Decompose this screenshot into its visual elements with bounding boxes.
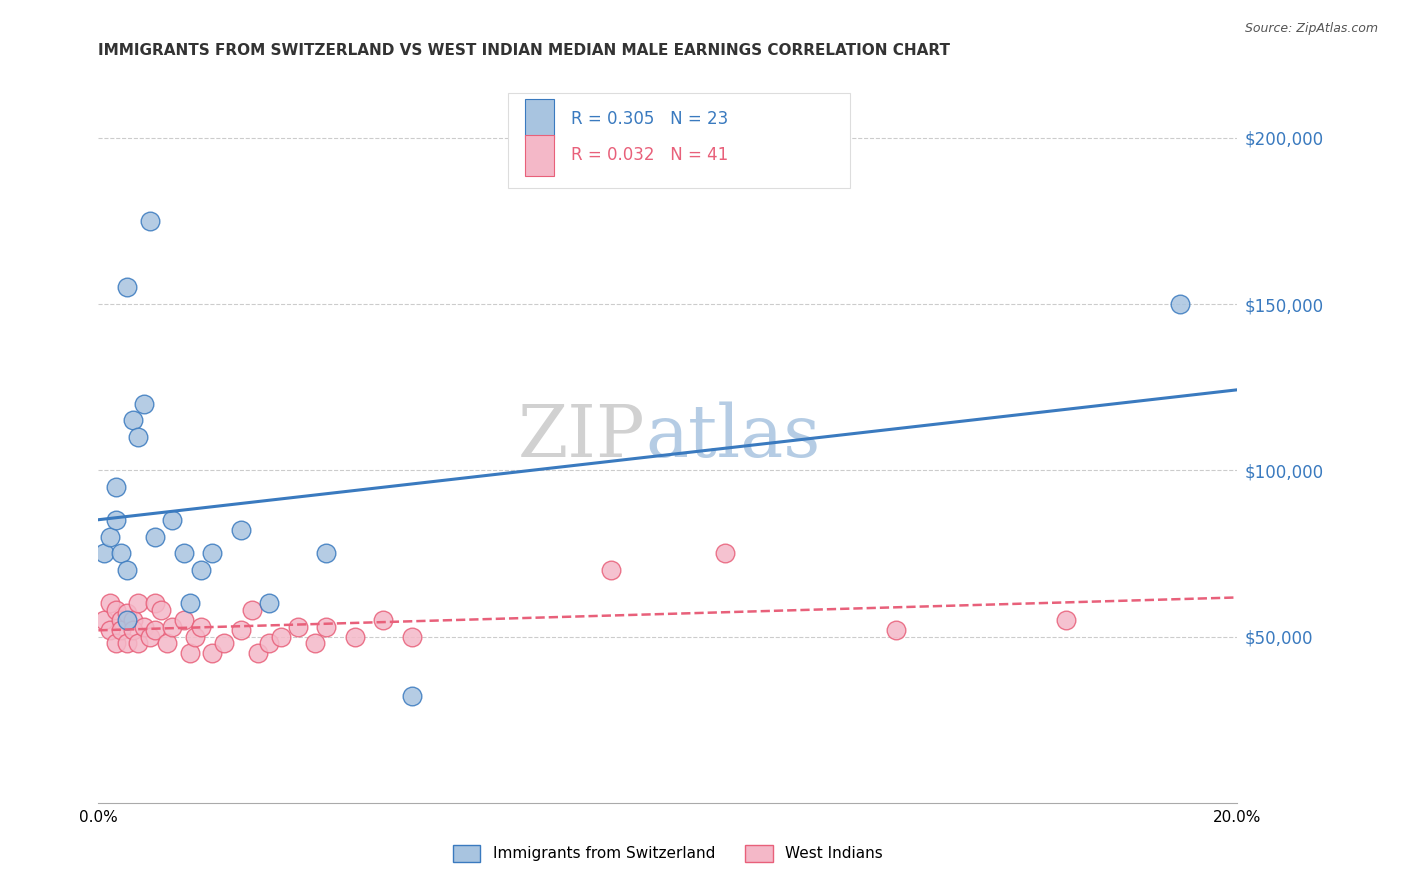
Point [240, 603, 263, 617]
FancyBboxPatch shape [509, 94, 851, 188]
Point [138, 214, 160, 228]
Point [104, 636, 127, 650]
Text: Source: ZipAtlas.com: Source: ZipAtlas.com [1244, 22, 1378, 36]
Point [115, 563, 138, 577]
Point [212, 636, 235, 650]
Point [179, 596, 201, 610]
Point [162, 619, 184, 633]
Point [127, 430, 149, 444]
Point [714, 546, 737, 560]
Point [104, 480, 127, 494]
Point [156, 636, 179, 650]
Point [173, 613, 195, 627]
Point [162, 513, 184, 527]
Point [287, 619, 309, 633]
Point [401, 690, 423, 704]
Point [121, 413, 143, 427]
Point [229, 523, 252, 537]
Point [304, 636, 326, 650]
Point [127, 596, 149, 610]
Point [115, 280, 138, 294]
Text: R = 0.305   N = 23: R = 0.305 N = 23 [571, 110, 728, 128]
Point [93, 546, 115, 560]
Point [401, 630, 423, 644]
Point [1170, 297, 1192, 311]
Point [884, 623, 907, 637]
Point [145, 596, 167, 610]
Text: ZIP: ZIP [517, 401, 645, 473]
Point [179, 646, 201, 660]
Point [150, 603, 173, 617]
Point [201, 646, 224, 660]
Point [115, 613, 138, 627]
Point [132, 619, 155, 633]
Point [173, 546, 195, 560]
Text: R = 0.032   N = 41: R = 0.032 N = 41 [571, 146, 728, 164]
Point [259, 636, 281, 650]
Point [315, 619, 337, 633]
Text: atlas: atlas [645, 401, 821, 473]
Point [190, 619, 212, 633]
Text: IMMIGRANTS FROM SWITZERLAND VS WEST INDIAN MEDIAN MALE EARNINGS CORRELATION CHAR: IMMIGRANTS FROM SWITZERLAND VS WEST INDI… [98, 43, 950, 58]
Point [110, 546, 132, 560]
Point [600, 563, 623, 577]
Point [115, 636, 138, 650]
Point [115, 607, 138, 621]
Point [104, 513, 127, 527]
Point [246, 646, 269, 660]
FancyBboxPatch shape [526, 99, 554, 139]
Point [201, 546, 224, 560]
Point [270, 630, 292, 644]
Legend: Immigrants from Switzerland, West Indians: Immigrants from Switzerland, West Indian… [447, 838, 889, 868]
Point [184, 630, 207, 644]
Point [1056, 613, 1078, 627]
Point [98, 530, 121, 544]
Point [343, 630, 366, 644]
Point [110, 613, 132, 627]
Point [127, 636, 149, 650]
Point [132, 397, 155, 411]
Point [121, 613, 143, 627]
Point [373, 613, 395, 627]
Point [98, 623, 121, 637]
Point [145, 623, 167, 637]
Point [259, 596, 281, 610]
Point [315, 546, 337, 560]
Point [138, 630, 160, 644]
Point [110, 623, 132, 637]
Point [229, 623, 252, 637]
Point [93, 613, 115, 627]
Point [190, 563, 212, 577]
FancyBboxPatch shape [526, 136, 554, 176]
Point [98, 596, 121, 610]
Point [104, 603, 127, 617]
Point [121, 623, 143, 637]
Point [145, 530, 167, 544]
